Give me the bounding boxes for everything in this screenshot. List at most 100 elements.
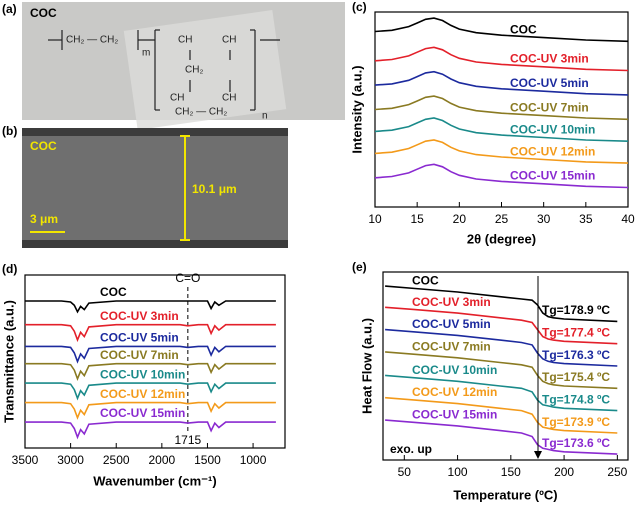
plot-frame	[24, 274, 286, 449]
x-tick-label: 1000	[240, 453, 267, 467]
series-line	[385, 328, 618, 367]
series-line	[25, 401, 276, 420]
structure-text: CH₂ — CH₂	[175, 107, 227, 118]
y-axis-label: Intensity (a.u.)	[349, 65, 364, 153]
series-line	[385, 419, 618, 455]
series-label: COC-UV 5min	[412, 317, 491, 331]
thickness-label: 10.1 μm	[192, 182, 237, 196]
series-label: COC-UV 15min	[510, 169, 595, 183]
tg-label: Tg=174.8 ºC	[542, 392, 610, 406]
series-line	[385, 285, 618, 323]
series-label: COC-UV 10min	[100, 367, 185, 381]
series-line	[374, 163, 629, 189]
x-tick-label: 35	[579, 212, 593, 226]
x-tick-label: 200	[554, 465, 574, 479]
structure-text: CH	[222, 93, 236, 104]
series-label: COC	[100, 285, 127, 299]
structure-text: n	[262, 111, 268, 122]
series-label: COC-UV 12min	[100, 387, 185, 401]
series-line	[25, 345, 276, 364]
structure-text: CH	[178, 35, 192, 46]
series-line	[25, 421, 276, 440]
x-tick-label: 15	[410, 212, 424, 226]
series-line	[385, 374, 618, 412]
sem-edge	[22, 240, 288, 248]
marker-label: 1715	[174, 433, 201, 447]
series-line	[385, 351, 618, 390]
series-label: COC-UV 7min	[100, 348, 179, 362]
series-label: COC-UV 15min	[412, 408, 497, 422]
series-label: COC-UV 10min	[412, 363, 497, 377]
film	[123, 10, 287, 130]
series-line	[25, 300, 276, 314]
series-line	[374, 70, 629, 96]
tg-label: Tg=177.4 ºC	[542, 325, 610, 339]
sample-label: COC	[30, 139, 57, 153]
structure-text: CH	[170, 93, 184, 104]
series-label: COC	[412, 274, 439, 288]
x-tick-label: 1500	[194, 453, 221, 467]
series-line	[374, 46, 629, 72]
x-axis-label: 2θ (degree)	[467, 231, 536, 246]
series-label: COC-UV 3min	[412, 295, 491, 309]
series-line	[374, 17, 629, 43]
series-line	[25, 362, 276, 382]
sample-label: COC	[30, 6, 57, 20]
x-tick-label: 250	[607, 465, 627, 479]
series-label: COC-UV 3min	[510, 52, 589, 66]
plot-frame	[382, 271, 629, 461]
series-line	[385, 306, 618, 345]
series-line	[25, 382, 276, 401]
x-tick-label: 50	[398, 465, 412, 479]
tg-label: Tg=173.6 ºC	[542, 436, 610, 450]
series-label: COC-UV 7min	[412, 339, 491, 353]
x-tick-label: 10	[368, 212, 382, 226]
structure-text: CH	[222, 35, 236, 46]
tg-label: Tg=173.9 ºC	[542, 415, 610, 429]
series-line	[25, 323, 276, 343]
x-tick-label: 20	[453, 212, 467, 226]
panel-label: (e)	[352, 260, 367, 274]
x-tick-label: 40	[621, 212, 635, 226]
sem-image	[22, 128, 288, 248]
x-tick-label: 3500	[12, 453, 39, 467]
exo-arrowhead	[534, 451, 542, 459]
scale-lines	[30, 135, 190, 241]
series-line	[385, 396, 618, 434]
note: exo. up	[390, 442, 432, 456]
y-axis-label: Transmittance (a.u.)	[1, 300, 16, 423]
x-axis-label: Temperature (ºC)	[453, 487, 557, 502]
series-line	[374, 117, 629, 142]
y-axis-label: Heat Flow (a.u.)	[359, 318, 374, 414]
x-tick-label: 30	[537, 212, 551, 226]
tg-label: Tg=175.4 ºC	[542, 370, 610, 384]
series-label: COC-UV 15min	[100, 406, 185, 420]
structure-text: CH₂ — CH₂	[66, 35, 118, 46]
structure-text: CH₂	[185, 65, 203, 76]
tg-label: Tg=176.3 ºC	[542, 348, 610, 362]
series-label: COC-UV 12min	[510, 144, 595, 158]
series-label: COC-UV 5min	[510, 76, 589, 90]
x-axis-label: Wavenumber (cm⁻¹)	[93, 473, 216, 488]
structure-text: m	[142, 48, 150, 59]
sem-edge	[22, 128, 288, 136]
structure-lines	[48, 29, 280, 111]
tg-label: Tg=178.9 ºC	[542, 303, 610, 317]
series-label: COC-UV 12min	[412, 385, 497, 399]
marker-title: C=O	[175, 271, 200, 285]
x-tick-label: 25	[495, 212, 509, 226]
x-tick-label: 2000	[148, 453, 175, 467]
scale-label: 3 μm	[30, 212, 58, 226]
series-label: COC-UV 5min	[100, 331, 179, 345]
series-label: COC-UV 7min	[510, 100, 589, 114]
panel-label: (a)	[2, 2, 17, 16]
series-line	[374, 95, 629, 121]
series-line	[374, 139, 629, 164]
panel-label: (d)	[2, 262, 17, 276]
series-label: COC-UV 10min	[510, 122, 595, 136]
x-tick-label: 3000	[57, 453, 84, 467]
x-tick-label: 150	[501, 465, 521, 479]
series-label: COC-UV 3min	[100, 309, 179, 323]
panel-label: (b)	[2, 124, 17, 138]
